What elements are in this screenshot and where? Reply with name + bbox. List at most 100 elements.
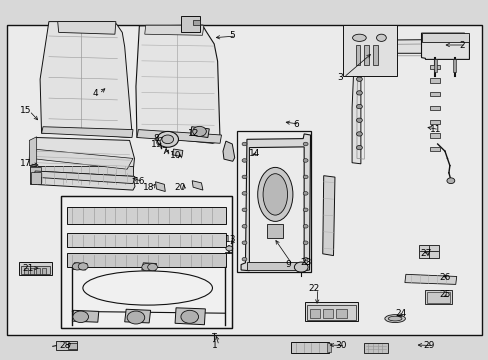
Circle shape (303, 159, 307, 162)
Ellipse shape (257, 167, 292, 221)
Polygon shape (137, 130, 221, 143)
Circle shape (242, 175, 246, 179)
Bar (19, 262, 52, 275)
Bar (418, 245, 438, 258)
Text: 23: 23 (299, 258, 311, 267)
Bar (67, 207, 226, 224)
Circle shape (142, 264, 151, 271)
Polygon shape (144, 25, 203, 35)
Text: 25: 25 (438, 290, 450, 299)
Text: 15: 15 (20, 107, 31, 115)
Bar (326, 343, 330, 352)
Polygon shape (155, 182, 165, 192)
Bar (364, 343, 387, 353)
Polygon shape (172, 149, 183, 157)
Bar (42, 268, 46, 274)
Bar (429, 106, 439, 110)
Text: 30: 30 (335, 341, 346, 350)
Bar (429, 92, 439, 96)
Text: 28: 28 (59, 341, 70, 350)
Polygon shape (72, 310, 99, 322)
Text: 1: 1 (212, 341, 218, 350)
Bar (372, 45, 377, 65)
Circle shape (242, 241, 246, 244)
Bar (429, 147, 439, 151)
Circle shape (303, 142, 307, 146)
Text: 21: 21 (22, 264, 34, 273)
Circle shape (356, 77, 362, 81)
Text: 29: 29 (423, 341, 434, 350)
Bar (429, 133, 439, 138)
Bar (364, 45, 368, 65)
Ellipse shape (352, 34, 366, 41)
Bar (336, 309, 346, 318)
Polygon shape (421, 33, 468, 42)
Circle shape (72, 263, 82, 270)
Bar (322, 309, 333, 318)
Circle shape (127, 311, 144, 324)
Polygon shape (30, 149, 133, 169)
Bar (246, 262, 304, 270)
Circle shape (356, 145, 362, 150)
Bar (266, 224, 282, 238)
Bar (343, 25, 396, 76)
Bar (429, 120, 439, 124)
Circle shape (242, 208, 246, 212)
Text: 8: 8 (153, 134, 159, 143)
Text: 9: 9 (285, 260, 291, 269)
Circle shape (446, 178, 454, 184)
Text: 17: 17 (20, 159, 31, 168)
Circle shape (242, 192, 246, 195)
Bar (429, 78, 439, 83)
Text: 7: 7 (161, 147, 166, 156)
Bar (355, 45, 360, 65)
Polygon shape (241, 134, 310, 271)
Bar (309, 309, 320, 318)
Circle shape (157, 131, 178, 147)
Bar (7, 25, 481, 335)
Bar (193, 20, 200, 25)
Bar (427, 292, 449, 303)
Polygon shape (142, 263, 156, 271)
Ellipse shape (376, 34, 386, 41)
Circle shape (356, 118, 362, 122)
Circle shape (147, 264, 157, 271)
Polygon shape (136, 25, 220, 143)
Circle shape (73, 311, 88, 323)
Circle shape (303, 257, 307, 261)
Bar (433, 59, 436, 72)
Polygon shape (404, 274, 456, 284)
Text: 6: 6 (292, 120, 298, 129)
Circle shape (162, 135, 173, 144)
Text: 18: 18 (143, 183, 155, 192)
Circle shape (303, 241, 307, 244)
Text: 10: 10 (170, 151, 182, 160)
Polygon shape (421, 33, 468, 59)
Bar (67, 233, 226, 247)
Bar (290, 342, 328, 353)
Text: 22: 22 (307, 284, 319, 293)
Circle shape (242, 257, 246, 261)
Bar (61, 196, 232, 328)
Circle shape (242, 159, 246, 162)
Polygon shape (124, 309, 150, 323)
Bar (237, 131, 310, 272)
Text: 4: 4 (92, 89, 98, 98)
Text: 27: 27 (420, 249, 431, 258)
Text: 12: 12 (187, 129, 199, 138)
Polygon shape (29, 138, 134, 176)
Bar (61, 196, 232, 328)
Bar (30, 167, 41, 183)
Ellipse shape (384, 315, 405, 323)
Text: 16: 16 (133, 177, 145, 186)
Circle shape (181, 310, 198, 323)
Polygon shape (175, 308, 205, 325)
Bar (425, 290, 451, 304)
Bar (181, 16, 200, 32)
Bar (67, 253, 226, 267)
Polygon shape (72, 263, 87, 270)
Polygon shape (29, 137, 37, 166)
Circle shape (78, 263, 88, 270)
Polygon shape (33, 171, 135, 184)
Circle shape (242, 142, 246, 146)
